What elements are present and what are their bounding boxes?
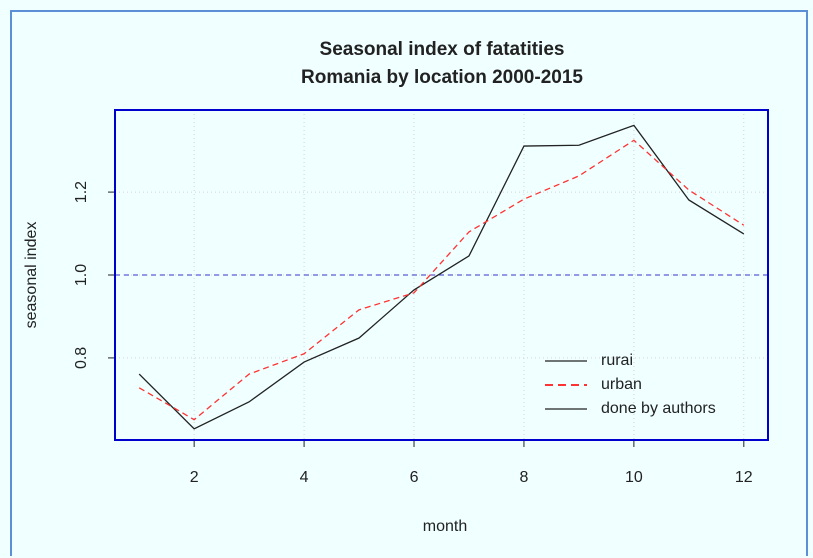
plot-frame: [114, 109, 769, 441]
x-axis-label: month: [423, 518, 467, 535]
legend-label: done by authors: [601, 400, 716, 417]
x-tick-label: 6: [410, 469, 419, 486]
series-line: [138, 124, 745, 430]
x-tick-label: 10: [625, 469, 643, 486]
legend-label: rurai: [601, 352, 633, 369]
x-tick-label: 2: [190, 469, 199, 486]
chart-subtitle: Romania by location 2000-2015: [301, 67, 583, 88]
y-tick-label: 0.8: [73, 347, 90, 369]
chart-title: Seasonal index of fatatities: [320, 39, 565, 60]
x-tick-label: 12: [735, 469, 753, 486]
legend-label: urban: [601, 376, 642, 393]
x-tick-label: 8: [519, 469, 528, 486]
window-frame: [10, 10, 808, 556]
series-line: [138, 139, 745, 421]
y-axis-label: seasonal index: [23, 222, 40, 329]
y-tick-label: 1.0: [73, 264, 90, 286]
x-tick-label: 4: [300, 469, 309, 486]
y-tick-label: 1.2: [73, 181, 90, 203]
